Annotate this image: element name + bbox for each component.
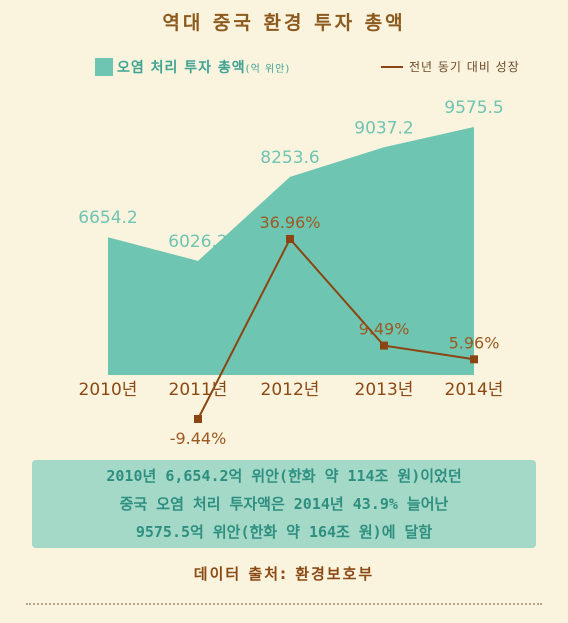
bottom-divider xyxy=(26,603,542,605)
area-value-label: 8253.6 xyxy=(260,148,319,168)
x-tick-label: 2013년 xyxy=(355,380,414,400)
growth-value-label: 36.96% xyxy=(259,213,320,232)
chart-plot: 6654.2 6026.2 8253.6 9037.2 9575.5 -9.44% 36.9… xyxy=(78,98,504,448)
x-tick-label: 2011년 xyxy=(169,380,228,400)
x-tick-label: 2012년 xyxy=(261,380,320,400)
area-value-label: 9037.2 xyxy=(354,118,413,138)
growth-value-label: 9.49% xyxy=(359,320,410,339)
growth-series-line xyxy=(197,237,475,420)
growth-value-label: 5.96% xyxy=(449,333,500,352)
legend-area-text: 오염 처리 투자 총액(억 위안) xyxy=(117,57,290,77)
summary-line-2: 중국 오염 처리 투자액은 2014년 43.9% 늘어난 xyxy=(119,495,449,513)
growth-point xyxy=(286,235,294,243)
area-value-label: 6026.2 xyxy=(168,232,227,252)
legend-area-label: 오염 처리 투자 총액 xyxy=(117,60,246,76)
legend-area-unit: (억 위안) xyxy=(245,64,291,75)
legend-area-swatch xyxy=(95,58,113,76)
summary-box: 2010년 6,654.2억 위안(한화 약 114조 원)이었던 중국 오염 … xyxy=(32,460,536,548)
legend-line-label: 전년 동기 대비 성장 xyxy=(409,60,520,74)
area-value-label: 9575.5 xyxy=(444,98,503,118)
source-note: 데이터 출처: 환경보호부 xyxy=(193,565,375,583)
growth-point xyxy=(380,341,388,350)
summary-line-1: 2010년 6,654.2억 위안(한화 약 114조 원)이었던 xyxy=(106,467,462,485)
chart-title: 역대 중국 환경 투자 총액 xyxy=(162,12,406,34)
growth-value-label: -9.44% xyxy=(170,429,227,448)
growth-point xyxy=(470,355,478,364)
legend-line-mark xyxy=(381,66,403,68)
area-value-label: 6654.2 xyxy=(78,208,137,228)
area-series-shape xyxy=(108,127,474,375)
x-tick-label: 2014년 xyxy=(445,380,504,400)
x-tick-label: 2010년 xyxy=(79,380,138,400)
summary-line-3: 9575.5억 위안(한화 약 164조 원)에 달함 xyxy=(135,523,433,541)
growth-point xyxy=(194,415,202,423)
